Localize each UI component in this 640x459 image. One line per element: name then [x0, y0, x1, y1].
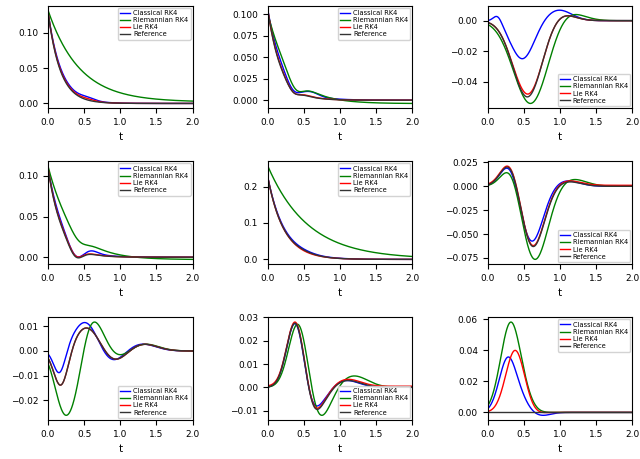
X-axis label: t: t [558, 288, 562, 298]
X-axis label: t: t [558, 132, 562, 142]
Legend: Classical RK4, Riemannian RK4, Lie RK4, Reference: Classical RK4, Riemannian RK4, Lie RK4, … [118, 386, 191, 418]
X-axis label: t: t [338, 132, 342, 142]
Legend: Classical RK4, Riemannian RK4, Lie RK4, Reference: Classical RK4, Riemannian RK4, Lie RK4, … [338, 7, 410, 40]
Legend: Classical RK4, Riemannian RK4, Lie RK4, Reference: Classical RK4, Riemannian RK4, Lie RK4, … [118, 7, 191, 40]
Legend: Classical RK4, Riemannian RK4, Lie RK4, Reference: Classical RK4, Riemannian RK4, Lie RK4, … [118, 163, 191, 196]
X-axis label: t: t [118, 288, 122, 298]
Legend: Classical RK4, Riemannian RK4, Lie RK4, Reference: Classical RK4, Riemannian RK4, Lie RK4, … [557, 230, 630, 262]
X-axis label: t: t [118, 444, 122, 454]
X-axis label: t: t [118, 132, 122, 142]
X-axis label: t: t [558, 444, 562, 454]
Legend: Classical RK4, Riemannian RK4, Lie RK4, Reference: Classical RK4, Riemannian RK4, Lie RK4, … [338, 163, 410, 196]
X-axis label: t: t [338, 444, 342, 454]
Legend: Classical RK4, Riemannian RK4, Lie RK4, Reference: Classical RK4, Riemannian RK4, Lie RK4, … [557, 319, 630, 352]
Legend: Classical RK4, Riemannian RK4, Lie RK4, Reference: Classical RK4, Riemannian RK4, Lie RK4, … [338, 386, 410, 418]
X-axis label: t: t [338, 288, 342, 298]
Legend: Classical RK4, Riemannian RK4, Lie RK4, Reference: Classical RK4, Riemannian RK4, Lie RK4, … [557, 74, 630, 106]
